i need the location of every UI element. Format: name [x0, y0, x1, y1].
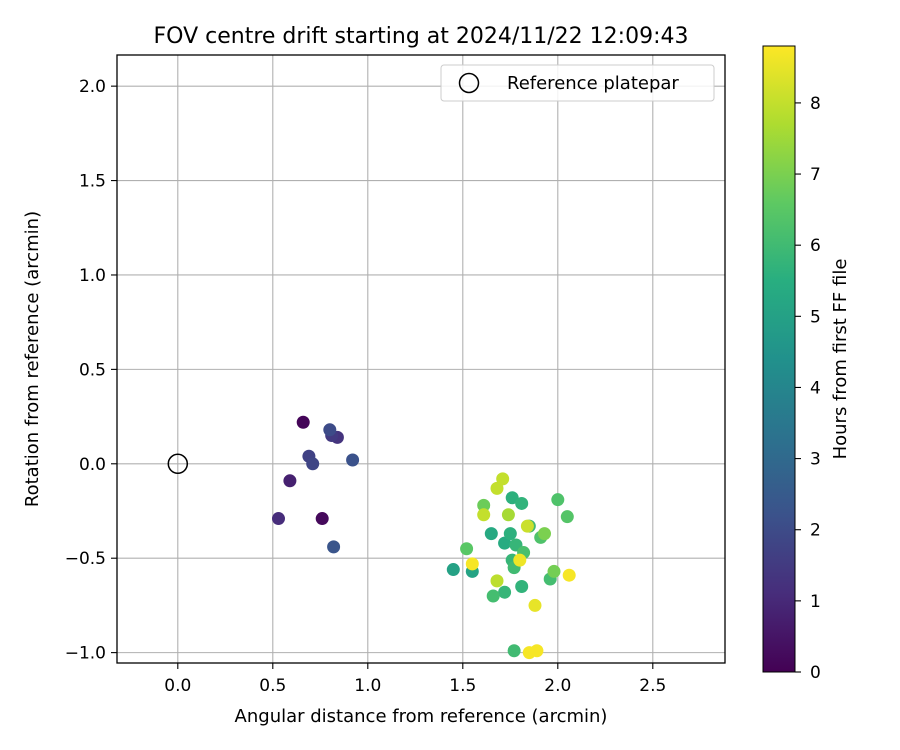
- data-point: [272, 512, 285, 526]
- chart-title: FOV centre drift starting at 2024/11/22 …: [154, 24, 689, 49]
- data-point: [477, 498, 491, 512]
- y-tick-label: 1.0: [79, 266, 106, 286]
- data-point: [498, 585, 512, 599]
- x-tick-label: 0.5: [259, 676, 286, 696]
- legend: Reference platepar: [440, 64, 715, 102]
- colorbar-tick-label: 7: [810, 165, 821, 185]
- colorbar-tick-label: 6: [810, 236, 821, 256]
- grid-lines: [117, 55, 725, 663]
- data-point: [315, 512, 329, 526]
- y-tick-label: 0.5: [79, 360, 106, 380]
- y-tick-label: −0.5: [65, 549, 106, 569]
- x-tick-label: 0.0: [164, 676, 191, 696]
- data-point: [460, 542, 474, 556]
- colorbar-gradient: [762, 45, 796, 673]
- x-tick-label: 2.0: [544, 676, 571, 696]
- data-point: [501, 508, 515, 522]
- data-point: [520, 519, 534, 533]
- data-point: [484, 527, 498, 541]
- data-points: [272, 415, 576, 660]
- data-point: [327, 540, 341, 554]
- data-point: [547, 564, 561, 578]
- data-point: [496, 472, 510, 486]
- colorbar-tick-label: 4: [810, 378, 821, 398]
- data-point: [323, 423, 337, 437]
- data-point: [560, 510, 574, 524]
- data-point: [528, 598, 542, 612]
- plot-frame: [116, 54, 726, 664]
- data-point: [446, 563, 460, 577]
- data-point: [283, 474, 297, 488]
- colorbar-tick-label: 5: [810, 307, 821, 327]
- colorbar: 0 1 2 3 4 5 6 7 8 Hours from first FF file: [762, 45, 851, 683]
- data-point: [507, 644, 521, 658]
- x-tick-label: 2.5: [639, 676, 666, 696]
- colorbar-tick-label: 1: [810, 592, 821, 612]
- data-point: [306, 457, 320, 471]
- data-point: [296, 415, 310, 429]
- y-tick-label: −1.0: [65, 644, 106, 664]
- legend-box: [440, 64, 715, 102]
- reference-point: [167, 453, 189, 475]
- data-point: [538, 527, 551, 541]
- data-point: [562, 568, 576, 582]
- data-point: [490, 481, 504, 495]
- colorbar-ticks: 0 1 2 3 4 5 6 7 8: [795, 94, 821, 683]
- x-axis-ticks: 0.0 0.5 1.0 1.5 2.0 2.5: [164, 663, 666, 696]
- colorbar-tick-label: 0: [810, 663, 821, 683]
- y-tick-label: 2.0: [79, 77, 106, 97]
- colorbar-label: Hours from first FF file: [830, 259, 851, 460]
- y-axis-label: Rotation from reference (arcmin): [22, 211, 43, 507]
- data-point: [503, 527, 517, 541]
- data-point: [498, 536, 512, 550]
- x-tick-label: 1.5: [449, 676, 476, 696]
- data-point: [505, 491, 519, 505]
- x-axis-label: Angular distance from reference (arcmin): [235, 706, 608, 727]
- y-tick-label: 0.0: [79, 455, 106, 475]
- data-point: [513, 553, 527, 567]
- data-point: [477, 508, 491, 522]
- x-tick-label: 1.0: [354, 676, 381, 696]
- colorbar-tick-label: 3: [810, 450, 821, 470]
- legend-reference-label: Reference platepar: [507, 73, 679, 94]
- data-point: [486, 589, 500, 603]
- data-point: [551, 493, 565, 507]
- data-point: [346, 453, 360, 467]
- data-point: [515, 496, 529, 510]
- y-tick-label: 1.5: [79, 172, 106, 192]
- data-point: [465, 557, 479, 571]
- data-point: [515, 580, 529, 594]
- data-point: [530, 644, 544, 658]
- legend-reference-marker: [458, 72, 480, 94]
- colorbar-tick-label: 8: [810, 94, 821, 114]
- data-point: [490, 574, 504, 588]
- reference-marker: [167, 453, 189, 475]
- y-axis-ticks: −1.0 −0.5 0.0 0.5 1.0 1.5 2.0: [65, 77, 117, 664]
- colorbar-tick-label: 2: [810, 521, 821, 541]
